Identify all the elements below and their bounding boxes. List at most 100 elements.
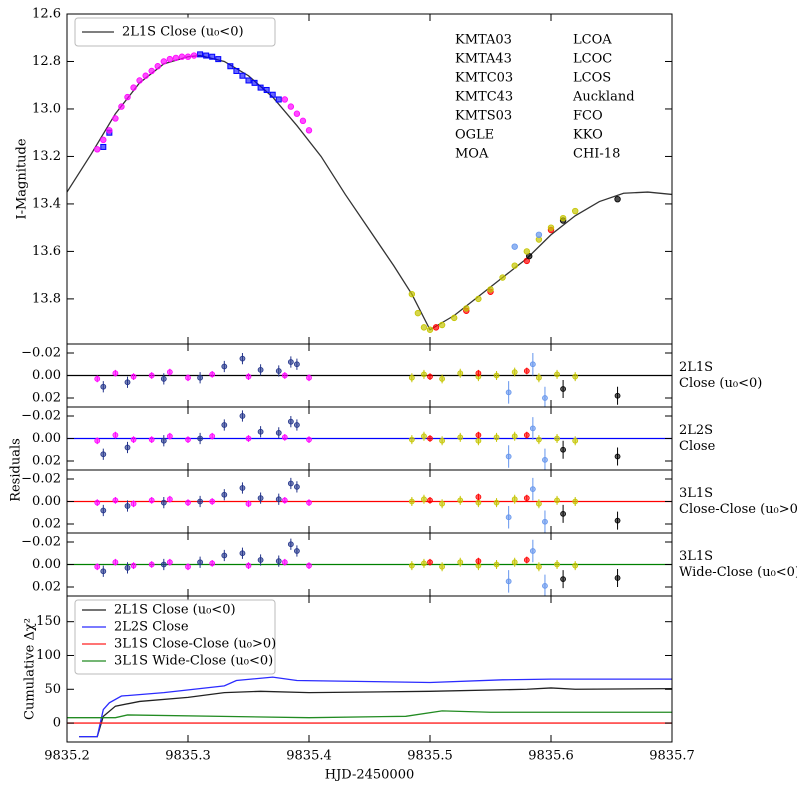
residual-point: [257, 495, 264, 502]
residual-point: [275, 496, 282, 503]
residual-point: [287, 541, 294, 548]
residual-point: [293, 548, 300, 554]
data-point: [251, 79, 258, 86]
residual-point: [239, 413, 246, 419]
residual-point: [505, 389, 512, 396]
y-tick-label: 0.00: [32, 368, 61, 383]
residual-point: [523, 432, 530, 439]
legend-entry: LCOC: [573, 52, 612, 67]
data-point: [184, 53, 192, 60]
residual-point: [257, 366, 264, 373]
data-point: [463, 305, 470, 312]
data-point: [614, 195, 621, 203]
data-point: [142, 72, 149, 79]
data-point: [94, 146, 101, 153]
x-tick-label: 9835.4: [286, 749, 332, 764]
residual-point: [209, 560, 216, 567]
data-point: [178, 53, 186, 60]
residual-point: [130, 562, 137, 569]
model-label: Close (u₀<0): [679, 376, 762, 391]
residual-point: [560, 510, 566, 517]
data-point: [263, 86, 270, 93]
legend-box: [74, 17, 276, 47]
legend-entry: FCO: [573, 109, 603, 124]
cumulative-line: [79, 687, 672, 738]
y-tick-label: −0.02: [21, 472, 61, 487]
residual-point: [275, 558, 282, 565]
model-label: Wide-Close (u₀<0): [679, 565, 797, 580]
residual-point: [197, 374, 204, 381]
data-point: [257, 84, 264, 91]
data-point: [190, 52, 198, 59]
data-point: [559, 214, 567, 222]
data-point: [475, 295, 482, 303]
x-tick-label: 9835.5: [407, 749, 453, 764]
residual-point: [287, 359, 294, 365]
x-tick-label: 9835.7: [649, 749, 695, 764]
data-point: [487, 286, 494, 293]
residual-point: [100, 507, 107, 514]
residual-point: [614, 575, 621, 581]
residual-point: [239, 550, 246, 557]
residual-point: [112, 497, 119, 504]
panel: 12.6 12.8 13.0 13.2 13.4 13.6 13.8 I-Magnitude K…: [15, 7, 673, 345]
residual-point: [475, 370, 482, 377]
data-point: [523, 248, 530, 255]
data-point: [233, 67, 240, 74]
residual-point: [281, 372, 288, 379]
residual-point: [511, 369, 518, 376]
legend-label: 2L1S Close (u₀<0): [114, 603, 236, 618]
residual-point: [306, 374, 312, 381]
legend-entry: OGLE: [455, 128, 494, 143]
y-tick-label: 0.00: [32, 431, 61, 446]
data-point: [535, 231, 543, 238]
data-point: [305, 127, 313, 134]
residual-point: [408, 436, 415, 443]
residual-point: [124, 379, 131, 386]
y-axis-label: Cumulative Δχ²: [23, 618, 38, 720]
legend-label: 3L1S Close-Close (u₀>0): [114, 637, 276, 652]
model-label: Close: [679, 439, 716, 454]
residual-point: [221, 552, 228, 559]
residual-point: [100, 568, 107, 575]
data-point: [287, 103, 295, 110]
x-tick-label: 9835.3: [165, 749, 211, 764]
residual-point: [281, 434, 288, 441]
legend-label: 2L2S Close: [114, 620, 189, 635]
data-point: [414, 309, 422, 317]
residual-point: [421, 433, 427, 440]
legend-entry: LCOA: [573, 33, 612, 48]
data-point: [239, 72, 246, 79]
residual-point: [306, 436, 312, 443]
residual-point: [209, 433, 216, 440]
residual-point: [554, 561, 560, 568]
model-label: 3L1S: [679, 486, 713, 501]
residual-point: [542, 395, 548, 401]
y-tick-label: 50: [44, 682, 61, 697]
residual-point: [493, 434, 500, 441]
legend-entry: CHI-18: [573, 147, 620, 162]
residual-point: [166, 433, 173, 440]
data-point: [154, 63, 161, 70]
residual-point: [100, 383, 107, 390]
data-point: [100, 136, 107, 144]
data-point: [426, 326, 434, 333]
y-tick-label: 0.02: [32, 580, 61, 595]
residual-point: [427, 559, 433, 566]
data-point: [209, 53, 216, 60]
data-point: [438, 321, 446, 329]
residual-point: [505, 514, 512, 521]
residual-point: [166, 496, 173, 503]
residual-point: [257, 428, 264, 435]
residual-point: [554, 371, 560, 378]
y-tick-label: 13.2: [32, 149, 61, 164]
residual-point: [554, 497, 560, 504]
residual-point: [505, 578, 512, 585]
data-point: [511, 243, 518, 250]
residual-point: [166, 369, 173, 376]
residual-point: [523, 495, 530, 502]
residual-point: [94, 375, 101, 382]
residual-point: [408, 498, 415, 505]
data-point: [227, 63, 234, 70]
